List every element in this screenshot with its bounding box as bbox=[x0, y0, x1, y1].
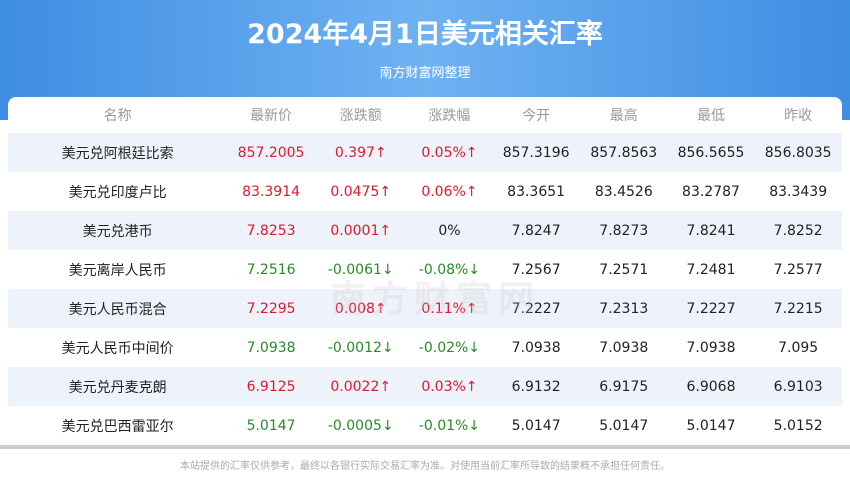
cell-high: 857.8563 bbox=[590, 144, 658, 161]
cell-pct: -0.08%↓ bbox=[418, 261, 481, 278]
cell-prev: 856.8035 bbox=[764, 144, 832, 161]
cell-change: -0.0005↓ bbox=[327, 417, 394, 434]
cell-change: -0.0061↓ bbox=[327, 261, 394, 278]
table-header: 名称 最新价 涨跌额 涨跌幅 今开 最高 最低 昨收 bbox=[8, 97, 842, 133]
cell-change: 0.0001↑ bbox=[330, 222, 392, 239]
cell-pct: 0.05%↑ bbox=[421, 144, 478, 161]
cell-open: 6.9132 bbox=[511, 378, 561, 395]
cell-name: 美元离岸人民币 bbox=[68, 262, 167, 279]
cell-latest: 7.0938 bbox=[246, 339, 296, 356]
cell-high: 83.4526 bbox=[594, 183, 653, 200]
cell-open: 857.3196 bbox=[502, 144, 570, 161]
cell-prev: 5.0152 bbox=[773, 417, 823, 434]
cell-latest: 5.0147 bbox=[246, 417, 296, 434]
cell-open: 7.0938 bbox=[511, 339, 561, 356]
cell-prev: 7.2215 bbox=[773, 300, 823, 317]
cell-name: 美元人民币中间价 bbox=[61, 340, 174, 357]
cell-high: 7.2571 bbox=[599, 261, 649, 278]
cell-low: 83.2787 bbox=[682, 183, 740, 200]
cell-high: 6.9175 bbox=[599, 378, 649, 395]
cell-pct: -0.02%↓ bbox=[418, 339, 481, 356]
table-row: 美元离岸人民币 7.2516 -0.0061↓ -0.08%↓ 7.2567 7.2571… bbox=[8, 250, 842, 289]
cell-high: 7.0938 bbox=[599, 339, 649, 356]
table-row: 美元兑港币 7.8253 0.0001↑ 0% 7.8247 7.8273 7.8241 7.… bbox=[8, 211, 842, 250]
table-row: 美元兑丹麦克朗 6.9125 0.0022↑ 0.03%↑ 6.9132 6.9175 6.… bbox=[8, 367, 842, 406]
col-open: 今开 bbox=[522, 108, 551, 124]
cell-prev: 7.2577 bbox=[773, 261, 823, 278]
page-subtitle: 南方财富网整理 bbox=[379, 66, 471, 81]
cell-open: 83.3651 bbox=[507, 183, 566, 200]
cell-latest: 857.2005 bbox=[237, 144, 305, 161]
table-row: 美元人民币中间价 7.0938 -0.0012↓ -0.02%↓ 7.0938 7.093… bbox=[8, 328, 842, 367]
cell-pct: 0% bbox=[438, 222, 461, 239]
rates-table: 名称 最新价 涨跌额 涨跌幅 今开 最高 最低 昨收 美元兑阿根廷比索 857.2… bbox=[8, 97, 842, 445]
page-title: 2024年4月1日美元相关汇率 bbox=[247, 19, 603, 50]
cell-low: 856.5655 bbox=[677, 144, 745, 161]
cell-open: 5.0147 bbox=[511, 417, 561, 434]
cell-low: 7.2227 bbox=[686, 300, 736, 317]
cell-change: -0.0012↓ bbox=[327, 339, 394, 356]
cell-prev: 7.8252 bbox=[773, 222, 823, 239]
cell-name: 美元兑阿根廷比索 bbox=[61, 145, 174, 162]
cell-low: 7.2481 bbox=[686, 261, 736, 278]
col-name: 名称 bbox=[103, 108, 132, 124]
cell-latest: 83.3914 bbox=[242, 183, 301, 200]
col-pct: 涨跌幅 bbox=[428, 108, 471, 124]
cell-prev: 6.9103 bbox=[773, 378, 823, 395]
cell-open: 7.2227 bbox=[511, 300, 561, 317]
cell-low: 7.0938 bbox=[686, 339, 736, 356]
cell-change: 0.0475↑ bbox=[330, 183, 392, 200]
disclaimer: 本站提供的汇率仅供参考，最终以各银行实际交易汇率为准。对使用当前汇率所导致的结果… bbox=[180, 461, 670, 472]
col-high: 最高 bbox=[609, 108, 638, 124]
cell-pct: 0.03%↑ bbox=[421, 378, 478, 395]
divider bbox=[0, 445, 850, 449]
cell-latest: 6.9125 bbox=[246, 378, 296, 395]
table-row: 美元兑印度卢比 83.3914 0.0475↑ 0.06%↑ 83.3651 83.452… bbox=[8, 172, 842, 211]
cell-name: 美元兑丹麦克朗 bbox=[68, 379, 167, 396]
cell-name: 美元人民币混合 bbox=[68, 301, 167, 318]
cell-low: 5.0147 bbox=[686, 417, 736, 434]
cell-change: 0.008↑ bbox=[334, 300, 387, 317]
cell-name: 美元兑巴西雷亚尔 bbox=[61, 418, 174, 435]
cell-open: 7.8247 bbox=[511, 222, 561, 239]
cell-latest: 7.8253 bbox=[246, 222, 296, 239]
cell-low: 6.9068 bbox=[686, 378, 736, 395]
watermark: 南方财富网 bbox=[330, 279, 541, 320]
cell-pct: 0.06%↑ bbox=[421, 183, 478, 200]
cell-open: 7.2567 bbox=[511, 261, 561, 278]
col-latest: 最新价 bbox=[250, 108, 293, 124]
cell-high: 7.2313 bbox=[599, 300, 649, 317]
cell-high: 7.8273 bbox=[599, 222, 649, 239]
cell-latest: 7.2516 bbox=[246, 261, 296, 278]
cell-name: 美元兑港币 bbox=[82, 223, 153, 240]
cell-pct: 0.11%↑ bbox=[421, 300, 478, 317]
table-row: 美元兑阿根廷比索 857.2005 0.397↑ 0.05%↑ 857.3196 857.… bbox=[8, 133, 842, 172]
cell-latest: 7.2295 bbox=[246, 300, 296, 317]
cell-change: 0.0022↑ bbox=[330, 378, 392, 395]
cell-prev: 83.3439 bbox=[769, 183, 828, 200]
cell-name: 美元兑印度卢比 bbox=[68, 184, 167, 201]
cell-pct: -0.01%↓ bbox=[418, 417, 481, 434]
col-low: 最低 bbox=[696, 108, 725, 124]
col-prev: 昨收 bbox=[784, 108, 813, 124]
col-change: 涨跌额 bbox=[339, 108, 382, 124]
cell-low: 7.8241 bbox=[686, 222, 736, 239]
table-row: 美元兑巴西雷亚尔 5.0147 -0.0005↓ -0.01%↓ 5.0147 5.014… bbox=[8, 406, 842, 445]
table-row: 美元人民币混合 7.2295 0.008↑ 0.11%↑ 7.2227 7.2313 7.2… bbox=[8, 289, 842, 328]
cell-prev: 7.095 bbox=[778, 339, 819, 356]
cell-high: 5.0147 bbox=[599, 417, 649, 434]
cell-change: 0.397↑ bbox=[334, 144, 387, 161]
